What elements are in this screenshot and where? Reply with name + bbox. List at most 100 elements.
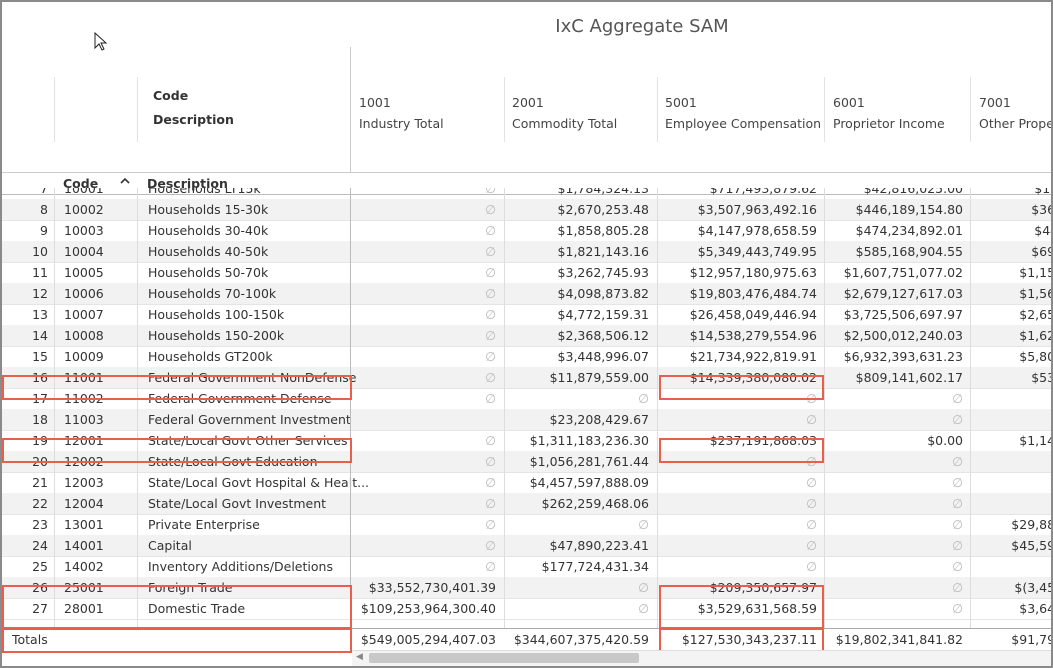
table-row[interactable]: 14 10008 Households 150-200k ∅ $2,368,506.12…	[2, 325, 1051, 347]
scroll-left-icon[interactable]: ◀	[356, 652, 363, 662]
table-row[interactable]: 20 12002 State/Local Govt Education ∅ $1,056…	[2, 451, 1051, 473]
table-row[interactable]: 21 12003 State/Local Govt Hospital & Healt…	[2, 472, 1051, 494]
column-header-6001[interactable]: 6001 Proprietor Income	[833, 92, 945, 134]
row-description: Households 40-50k	[148, 244, 269, 259]
totals-label: Totals	[12, 632, 48, 647]
cell-value: $5,349,443,749.95	[697, 244, 817, 259]
row-description: State/Local Govt Investment	[148, 496, 327, 511]
table-row[interactable]: 18 11003 Federal Government Investment $23,…	[2, 409, 1051, 431]
cell-value: ∅	[485, 538, 496, 553]
row-description: State/Local Govt Education	[148, 454, 318, 469]
table-row[interactable]: 26 25001 Foreign Trade $33,552,730,401.39 ∅ $…	[2, 577, 1051, 599]
cell-value: ∅	[952, 538, 963, 553]
table-row[interactable]: 24 14001 Capital ∅ $47,890,223.41 ∅ ∅ $45,592	[2, 535, 1051, 557]
col-sep	[504, 77, 505, 142]
cell-value: ∅	[952, 601, 963, 616]
column-name: Employee Compensation	[665, 116, 822, 131]
cell-value: $4,098,873.82	[557, 286, 649, 301]
code-column-header[interactable]: Code	[63, 176, 99, 191]
column-header-7001[interactable]: 7001 Other Proper	[979, 92, 1051, 134]
horizontal-scroll-thumb[interactable]	[369, 653, 639, 663]
description-column-header[interactable]: Description	[147, 176, 228, 191]
cell-value: $262,259,468.06	[541, 496, 649, 511]
row-code: 10003	[64, 223, 104, 238]
cell-value: $693	[1031, 244, 1051, 259]
cell-value: $47,890,223.41	[549, 538, 649, 553]
column-name: Industry Total	[359, 116, 444, 131]
table-row[interactable]: 10 10004 Households 40-50k ∅ $1,821,143.16 $5…	[2, 241, 1051, 263]
table-row[interactable]: 17 11002 Federal Government Defense ∅ ∅ ∅ ∅	[2, 388, 1051, 410]
col-sep	[657, 77, 658, 142]
row-code: 10006	[64, 286, 104, 301]
total-value: $19,802,341,841.82	[835, 632, 963, 647]
header-sep	[137, 77, 138, 142]
row-header-code-label: Code	[153, 88, 189, 103]
table-row[interactable]: 16 11001 Federal Government NonDefense ∅ $11…	[2, 367, 1051, 389]
table-row[interactable]: 11 10005 Households 50-70k ∅ $3,262,745.93 $1…	[2, 262, 1051, 284]
table-row[interactable]: 27 28001 Domestic Trade $109,253,964,300.40…	[2, 598, 1051, 620]
sort-ascending-icon[interactable]	[120, 176, 130, 186]
cell-value: $177,724,431.34	[541, 559, 649, 574]
cell-value: $2,679,127,617.03	[843, 286, 963, 301]
cell-value: $14,339,380,080.02	[689, 370, 817, 385]
column-header-5001[interactable]: 5001 Employee Compensation	[665, 92, 821, 134]
row-code: 12003	[64, 475, 104, 490]
table-row[interactable]: 23 13001 Private Enterprise ∅ ∅ ∅ ∅ $29,881	[2, 514, 1051, 536]
column-header-1001[interactable]: 1001 Industry Total	[359, 92, 444, 134]
cell-value: ∅	[638, 580, 649, 595]
row-number: 15	[32, 349, 48, 364]
cell-value: $11,879,559.00	[549, 370, 649, 385]
total-value: $91,795	[1011, 632, 1051, 647]
row-code: 14002	[64, 559, 104, 574]
cell-value: ∅	[952, 412, 963, 427]
row-number: 12	[32, 286, 48, 301]
column-code: 6001	[833, 95, 865, 110]
row-number: 19	[32, 433, 48, 448]
cell-value: ∅	[806, 538, 817, 553]
row-description: Domestic Trade	[148, 601, 246, 616]
cell-value: ∅	[638, 517, 649, 532]
cell-value: $2,654	[1019, 307, 1051, 322]
cell-value: $33,552,730,401.39	[368, 580, 496, 595]
header-sep	[54, 77, 55, 142]
row-number: 11	[32, 265, 48, 280]
table-row[interactable]: 19 12001 State/Local Govt Other Services ∅ $…	[2, 430, 1051, 452]
row-description: Households 50-70k	[148, 265, 269, 280]
cell-value: $717,493,879.62	[709, 188, 817, 196]
cell-value: ∅	[952, 517, 963, 532]
total-value: $344,607,375,420.59	[513, 632, 649, 647]
row-description: Households 100-150k	[148, 307, 285, 322]
row-description: Households GT200k	[148, 349, 273, 364]
cell-value: ∅	[952, 496, 963, 511]
cell-value: $14,538,279,554.96	[689, 328, 817, 343]
cell-value: $42,816,025.00	[863, 188, 963, 196]
table-row[interactable]: 13 10007 Households 100-150k ∅ $4,772,159.31…	[2, 304, 1051, 326]
cell-value: $(3,451	[1014, 580, 1051, 595]
cell-value: $6,932,393,631.23	[843, 349, 963, 364]
cell-value: ∅	[806, 517, 817, 532]
totals-row: Totals $549,005,294,407.03 $344,607,375,…	[2, 628, 1051, 651]
cell-value: $3,642	[1019, 601, 1051, 616]
row-number: 18	[32, 412, 48, 427]
table-row[interactable]: 15 10009 Households GT200k ∅ $3,448,996.07 $2…	[2, 346, 1051, 368]
cell-value: $446,189,154.80	[855, 202, 963, 217]
table-row[interactable]: 8 10002 Households 15-30k ∅ $2,670,253.48 $3,…	[2, 199, 1051, 221]
column-name: Proprietor Income	[833, 116, 945, 131]
table-row[interactable]: 12 10006 Households 70-100k ∅ $4,098,873.82 $…	[2, 283, 1051, 305]
row-number: 7	[40, 188, 48, 196]
table-row[interactable]: 9 10003 Households 30-40k ∅ $1,858,805.28 $4,…	[2, 220, 1051, 242]
cell-value: $1,153	[1019, 265, 1051, 280]
cell-value: $29,881	[1011, 517, 1051, 532]
row-description: Federal Government NonDefense	[148, 370, 357, 385]
cell-value: ∅	[638, 391, 649, 406]
row-description: Inventory Additions/Deletions	[148, 559, 333, 574]
cell-value: ∅	[485, 391, 496, 406]
column-header-2001[interactable]: 2001 Commodity Total	[512, 92, 617, 134]
column-code: 5001	[665, 95, 697, 110]
row-code: 11001	[64, 370, 104, 385]
column-code: 2001	[512, 95, 544, 110]
row-number: 9	[40, 223, 48, 238]
row-code: 10004	[64, 244, 104, 259]
table-row[interactable]: 25 14002 Inventory Additions/Deletions ∅ $17…	[2, 556, 1051, 578]
table-row[interactable]: 22 12004 State/Local Govt Investment ∅ $262,…	[2, 493, 1051, 515]
